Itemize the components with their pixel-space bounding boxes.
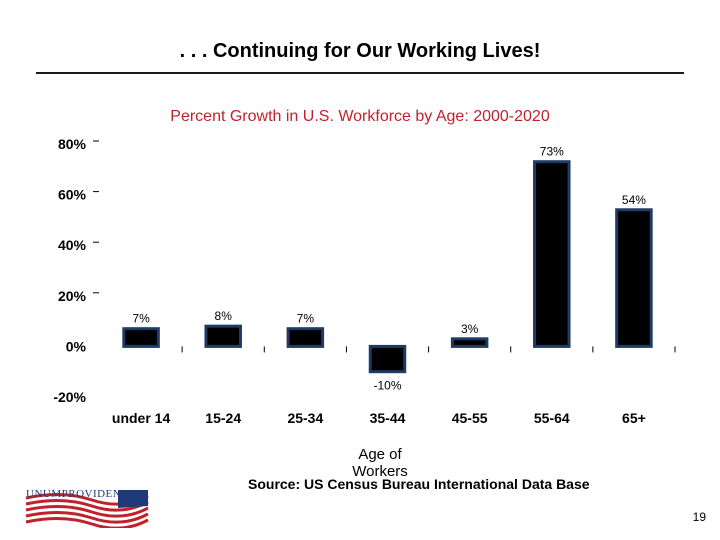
- bar: [450, 337, 489, 348]
- source-note: Source: US Census Bureau International D…: [248, 476, 590, 492]
- x-axis-label: Age of Workers: [352, 446, 408, 480]
- data-label: 8%: [215, 309, 233, 323]
- x-tick-label: 25-34: [287, 410, 323, 426]
- y-tick-label: 40%: [58, 237, 87, 253]
- bar: [368, 344, 407, 374]
- data-label: -10%: [373, 379, 401, 393]
- data-label: 73%: [540, 145, 564, 159]
- data-label: 3%: [461, 322, 479, 336]
- bar: [533, 160, 571, 348]
- bar: [615, 208, 653, 348]
- x-tick-label: 45-55: [452, 410, 488, 426]
- bar: [122, 327, 160, 348]
- data-label: 7%: [297, 312, 315, 326]
- y-tick-label: 60%: [58, 187, 87, 203]
- slide-title: . . . Continuing for Our Working Lives!: [179, 40, 541, 62]
- x-tick-label: under 14: [112, 410, 171, 426]
- bar: [204, 324, 242, 348]
- bar: [286, 327, 325, 348]
- chart-title: Percent Growth in U.S. Workforce by Age:…: [170, 108, 550, 125]
- title-divider: [36, 72, 684, 74]
- x-tick-label: 65+: [622, 410, 646, 426]
- y-tick-label: 80%: [58, 136, 87, 152]
- x-tick-label: 15-24: [205, 410, 241, 426]
- x-tick-label: 35-44: [370, 410, 406, 426]
- page-number: 19: [692, 510, 706, 524]
- unumprovident-flag-logo: [25, 490, 149, 528]
- data-label: 54%: [622, 193, 646, 207]
- data-label: 7%: [132, 312, 150, 326]
- logo-wordmark: UNUMPROVIDENT: [26, 488, 129, 500]
- y-tick-label: -20%: [53, 389, 86, 405]
- x-tick-label: 55-64: [534, 410, 570, 426]
- y-tick-label: 0%: [66, 338, 87, 354]
- y-tick-label: 20%: [58, 288, 87, 304]
